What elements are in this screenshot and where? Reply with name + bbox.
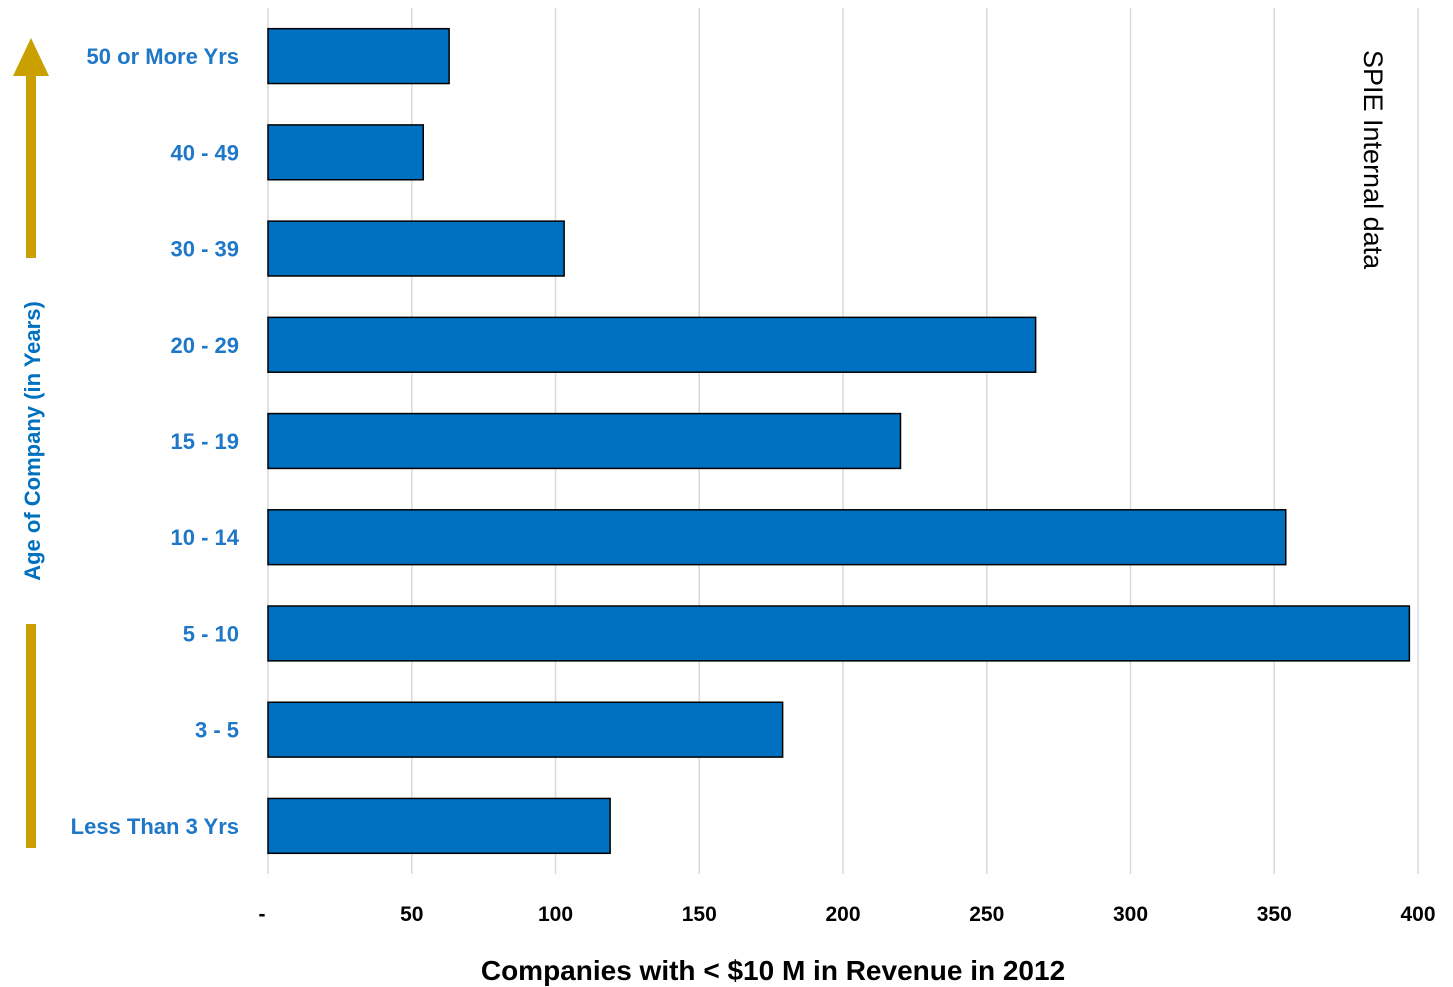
category-label: Less Than 3 Yrs: [71, 814, 239, 839]
annotation-text: SPIE Internal data: [1358, 50, 1388, 270]
bar: [267, 124, 424, 181]
x-tick-label: 400: [1400, 903, 1435, 926]
category-label: 30 - 39: [171, 237, 240, 262]
bar: [267, 316, 1037, 373]
x-tick-label: 350: [1257, 903, 1292, 926]
x-tick-label: 250: [969, 903, 1004, 926]
arrow-head-icon: [13, 38, 49, 76]
x-tick-label: 300: [1113, 903, 1148, 926]
x-tick-label: 150: [682, 903, 717, 926]
category-labels: Less Than 3 Yrs 3 - 5 5 - 10 10 - 14 15 - 19…: [71, 44, 240, 839]
y-axis-arrow: [13, 38, 49, 848]
category-label: 3 - 5: [195, 718, 239, 743]
bar: [267, 27, 450, 85]
bar: [267, 605, 1411, 662]
category-label: 20 - 29: [171, 333, 240, 358]
bar: [267, 797, 611, 855]
bars: [267, 27, 1411, 855]
y-axis-title: Age of Company (in Years): [20, 301, 45, 581]
category-label: 40 - 49: [171, 140, 240, 165]
x-tick-label: -: [259, 903, 266, 926]
category-label: 10 - 14: [171, 525, 240, 550]
x-tick-label: 200: [825, 903, 860, 926]
category-label: 15 - 19: [171, 429, 240, 454]
bar: [267, 701, 784, 758]
category-label: 50 or More Yrs: [87, 44, 239, 69]
x-tick-labels: - 50 100 150 200 250 300 350 400: [259, 903, 1436, 926]
bar: [267, 220, 565, 277]
x-axis-title: Companies with < $10 M in Revenue in 201…: [481, 955, 1065, 986]
bar: [267, 412, 902, 470]
x-tick-label: 50: [400, 903, 423, 926]
bar: [267, 509, 1287, 566]
x-tick-label: 100: [538, 903, 573, 926]
category-label: 5 - 10: [183, 621, 239, 646]
